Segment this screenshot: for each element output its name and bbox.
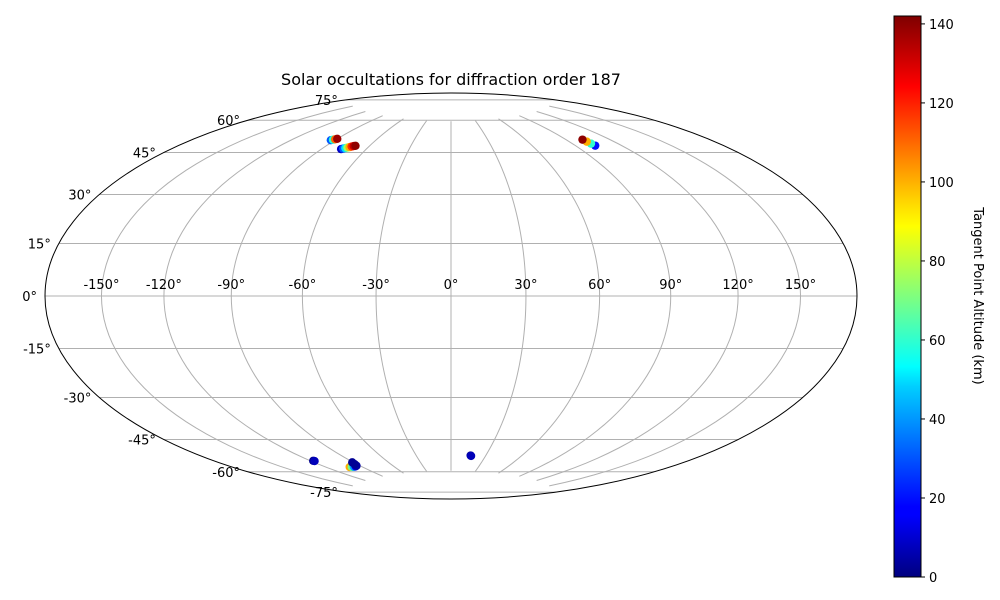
longitude-tick-label: 60° [588, 278, 611, 293]
latitude-tick-label: -15° [23, 343, 51, 358]
graticule-meridian [519, 115, 672, 477]
colorbar-ticks: 0 20 40 60 80 100 120 140 [921, 18, 954, 586]
graticule [45, 99, 857, 493]
colorbar-tick-label: 100 [929, 176, 954, 191]
longitude-tick-label: 30° [514, 278, 537, 293]
latitude-tick-label: -60° [212, 466, 240, 481]
longitude-tick-labels: -150° -120° -90° -60° -30° 0° 30° 60° 90° 120° 150… [83, 278, 816, 293]
colorbar: 0 20 40 60 80 100 120 140 Tangent Point Altitud… [893, 15, 985, 586]
longitude-tick-label: -30° [362, 278, 390, 293]
latitude-tick-labels: 75° 60° 45° 30° 15° 0° -15° -30° -45° -60° -75° [22, 94, 338, 501]
graticule-meridian [498, 118, 601, 474]
graticule-meridian [100, 105, 353, 487]
latitude-tick-label: -30° [64, 392, 92, 407]
latitude-tick-label: 0° [22, 290, 37, 305]
occultation-point [578, 135, 587, 144]
longitude-tick-label: 150° [785, 278, 816, 293]
scatter-points [309, 134, 600, 472]
longitude-tick-label: 0° [444, 278, 459, 293]
colorbar-tick-label: 20 [929, 492, 946, 507]
colorbar-tick-label: 80 [929, 255, 946, 270]
longitude-tick-label: -120° [146, 278, 182, 293]
graticule-meridian [549, 105, 802, 487]
graticule-meridian [301, 118, 404, 474]
latitude-tick-label: -45° [128, 434, 156, 449]
graticule-meridian [375, 120, 428, 472]
occultation-point [333, 134, 342, 144]
colorbar-gradient [893, 15, 922, 578]
chart-title: Solar occultations for diffraction order… [281, 70, 621, 89]
graticule-meridian [474, 120, 527, 472]
longitude-tick-label: -90° [217, 278, 245, 293]
latitude-tick-label: 45° [133, 146, 156, 161]
colorbar-label: Tangent Point Altitude (km) [970, 206, 985, 384]
occultation-point [351, 141, 360, 150]
longitude-tick-label: 120° [722, 278, 753, 293]
occultation-point [310, 456, 319, 466]
latitude-tick-label: -75° [310, 486, 338, 501]
longitude-tick-label: 90° [659, 278, 682, 293]
colorbar-tick-label: 60 [929, 334, 946, 349]
map-outline [44, 92, 858, 500]
longitude-tick-label: -60° [289, 278, 317, 293]
colorbar-tick-label: 140 [929, 18, 954, 33]
graticule-meridian [536, 111, 739, 481]
colorbar-tick-label: 40 [929, 413, 946, 428]
graticule-meridian [230, 115, 383, 477]
occultation-point [348, 458, 357, 467]
colorbar-tick-label: 120 [929, 97, 954, 112]
latitude-tick-label: 75° [315, 94, 338, 109]
colorbar-tick-label: 0 [929, 571, 937, 586]
occultation-point [466, 451, 476, 461]
longitude-tick-label: -150° [83, 278, 119, 293]
latitude-tick-label: 60° [217, 114, 240, 129]
latitude-tick-label: 30° [68, 189, 91, 204]
latitude-tick-label: 15° [28, 237, 51, 252]
graticule-meridian [163, 111, 366, 481]
